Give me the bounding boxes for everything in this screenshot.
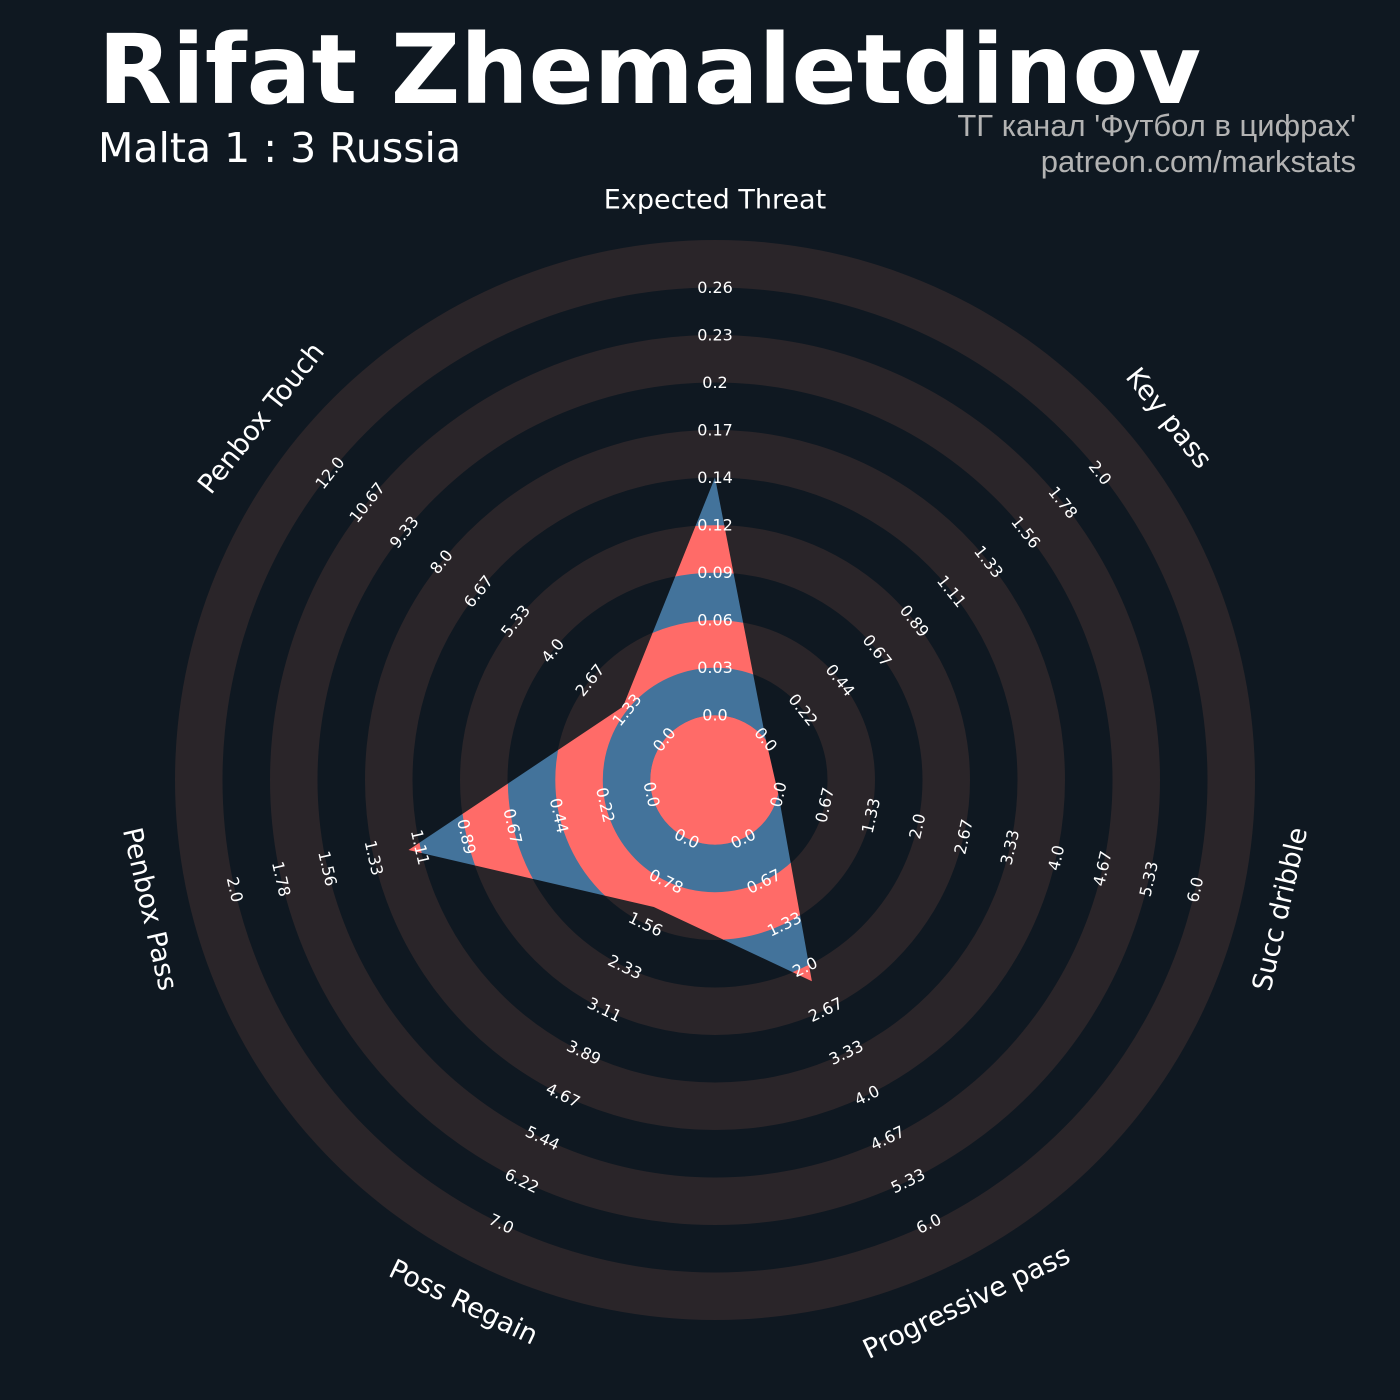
tick-label: 0.14: [697, 468, 733, 487]
tick-label: 0.23: [697, 326, 733, 345]
tick-label: 0.17: [697, 421, 733, 440]
player-title: Rifat Zhemaletdinov: [98, 14, 1201, 126]
tick-label: 0.12: [697, 516, 733, 535]
credit-telegram: ТГ канал 'Футбол в цифрах': [957, 108, 1356, 143]
credit-patreon: patreon.com/markstats: [1040, 144, 1356, 179]
param-label-succ-dribble: Succ dribble: [1247, 824, 1314, 993]
radar-fill-band-1: [554, 619, 812, 941]
tick-label: 0.06: [697, 611, 733, 630]
tick-label: 0.03: [697, 658, 733, 677]
tick-label: 0.0: [702, 706, 727, 725]
match-subtitle: Malta 1 : 3 Russia: [98, 124, 462, 172]
tick-label: 0.2: [702, 373, 727, 392]
param-label-penbox-pass: Penbox Pass: [116, 825, 183, 994]
tick-label: 0.09: [697, 563, 733, 582]
param-label-expected-threat: Expected Threat: [604, 185, 826, 216]
tick-label: 0.26: [697, 278, 733, 297]
radar-fill-core: [650, 715, 780, 845]
